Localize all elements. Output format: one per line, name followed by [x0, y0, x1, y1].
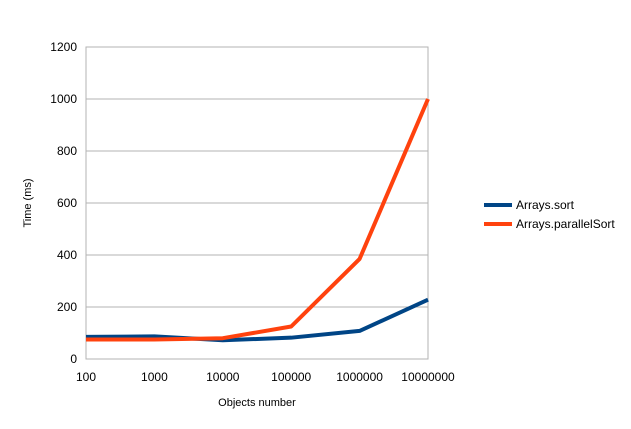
y-tick-label: 400	[57, 248, 77, 262]
y-tick-label: 600	[57, 196, 77, 210]
y-axis-title: Time (ms)	[22, 178, 34, 227]
x-tick-label: 1000	[141, 370, 168, 384]
y-tick-label: 200	[57, 300, 77, 314]
legend: Arrays.sort Arrays.parallelSort	[484, 198, 615, 231]
y-axis-tick-labels: 0 200 400 600 800 1000 1200	[50, 40, 77, 366]
y-tick-label: 1200	[50, 40, 77, 54]
series-line-arrays-parallelsort	[86, 98, 430, 342]
y-tick-label: 1000	[50, 92, 77, 106]
series-lines	[85, 98, 430, 343]
x-axis-tick-labels: 100 1000 10000 100000 1000000 10000000	[76, 370, 455, 384]
x-tick-label: 100	[76, 370, 96, 384]
plot-area-frame	[85, 46, 429, 360]
y-tick-label: 0	[70, 352, 77, 366]
x-tick-label: 10000	[206, 370, 240, 384]
legend-label: Arrays.parallelSort	[516, 217, 615, 231]
x-tick-label: 1000000	[336, 370, 383, 384]
legend-label: Arrays.sort	[516, 198, 575, 212]
x-tick-label: 10000000	[401, 370, 455, 384]
series-line-arrays-sort	[85, 297, 429, 343]
x-axis-title: Objects number	[218, 397, 296, 409]
gridlines	[86, 46, 428, 360]
x-tick-label: 100000	[271, 370, 311, 384]
y-tick-label: 800	[57, 144, 77, 158]
